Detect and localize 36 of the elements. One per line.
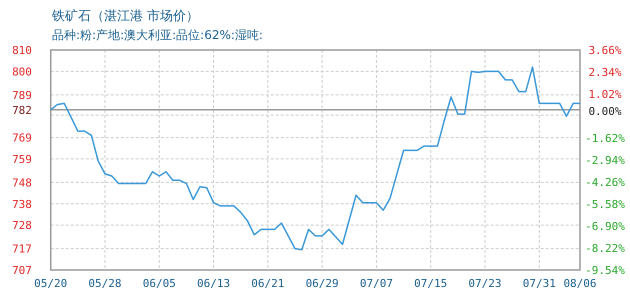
y2-tick-label: -5.58%: [585, 198, 626, 211]
x-tick-label: 07/07: [360, 277, 393, 290]
y-tick-label: 707: [12, 264, 32, 277]
x-tick-label: 06/21: [251, 277, 284, 290]
y2-tick-label: -8.22%: [585, 242, 626, 255]
y2-tick-label: 3.66%: [588, 44, 622, 57]
x-tick-label: 07/23: [468, 277, 502, 290]
y2-tick-label: 2.34%: [588, 66, 622, 79]
x-tick-label: 08/06: [563, 277, 597, 290]
y-tick-label: 759: [12, 152, 32, 166]
y2-tick-label: -6.90%: [585, 220, 626, 233]
x-tick-label: 05/28: [88, 277, 122, 290]
y-tick-label: 738: [12, 198, 32, 211]
y-tick-label: 782: [12, 104, 32, 117]
y-tick-label: 769: [12, 132, 32, 145]
y-tick-label: 810: [12, 44, 32, 57]
x-tick-label: 07/31: [522, 277, 556, 290]
y-tick-label: 748: [12, 176, 32, 190]
y2-tick-label: 0.00%: [588, 105, 622, 118]
chart-subtitle: 品种:粉:产地:澳大利亚:品位:62%:湿吨:: [52, 28, 263, 42]
x-tick-label: 06/13: [197, 277, 230, 290]
y2-tick-label: -9.54%: [585, 264, 626, 277]
x-tick-label: 06/05: [142, 277, 176, 290]
y2-tick-label: -2.94%: [585, 154, 626, 167]
x-tick-label: 06/29: [306, 277, 339, 290]
y-tick-label: 717: [12, 242, 32, 256]
y2-tick-label: -1.62%: [585, 132, 626, 145]
line-series: [50, 66, 581, 250]
y2-tick-label: 1.02%: [588, 88, 622, 101]
chart-title: 铁矿石（湛江港 市场价）: [51, 9, 200, 24]
x-tick-label: 05/20: [34, 277, 68, 290]
x-tick-label: 07/15: [414, 277, 448, 290]
y-tick-label: 728: [12, 219, 32, 232]
y2-tick-label: -4.26%: [585, 176, 626, 189]
y-tick-label: 800: [12, 65, 32, 78]
y-tick-label: 789: [12, 88, 32, 102]
